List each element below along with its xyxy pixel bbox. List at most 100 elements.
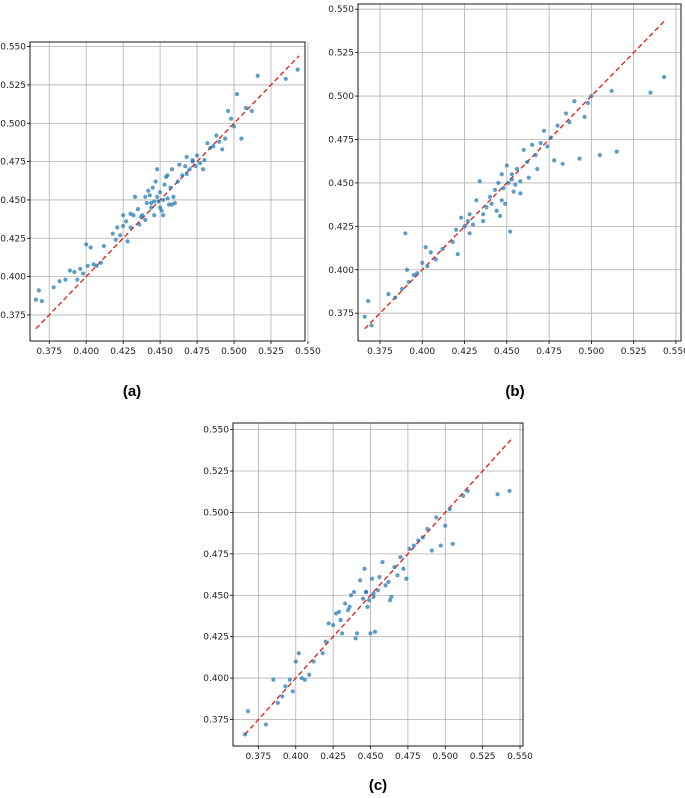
scatter-point [383, 583, 388, 588]
scatter-point [387, 598, 393, 603]
scatter-point [465, 488, 470, 494]
scatter-point [484, 205, 489, 210]
scatter-point [443, 523, 448, 528]
scatter-point [415, 271, 420, 276]
y-tick-label: 0.400 [328, 266, 354, 276]
scatter-point [85, 263, 90, 268]
scatter-point [243, 105, 248, 111]
scatter-point [149, 200, 154, 206]
scatter-point [368, 631, 373, 636]
scatter-point [158, 190, 163, 195]
scatter-point [450, 541, 455, 547]
scatter-point [239, 136, 244, 141]
scatter-point [115, 225, 120, 230]
scatter-point [347, 604, 352, 609]
scatter-point [362, 314, 367, 319]
scatter-point [311, 659, 316, 664]
scatter-point [187, 167, 192, 172]
x-tick-label: 0.375 [36, 347, 62, 357]
scatter-point [307, 672, 312, 677]
panel-label-a: (a) [123, 383, 141, 400]
scatter-point [380, 560, 385, 565]
scatter-point [503, 201, 508, 206]
y-tick-label: 0.525 [328, 49, 354, 59]
scatter-point [340, 631, 345, 636]
scatter-point [94, 263, 99, 268]
scatter-point [36, 288, 41, 293]
scatter-point [530, 142, 535, 147]
scatter-point [160, 197, 166, 203]
scatter-point [403, 231, 408, 236]
scatter-point [162, 182, 167, 187]
scatter-point [492, 187, 498, 192]
scatter-point [407, 546, 412, 551]
scatter-point [169, 202, 175, 207]
scatter-point [149, 205, 154, 210]
scatter-point [487, 194, 493, 199]
x-tick-label: 0.475 [184, 347, 210, 357]
y-tick-label: 0.525 [203, 467, 229, 477]
scatter-point [152, 213, 157, 218]
scatter-point [514, 166, 520, 172]
scatter-point [518, 179, 523, 184]
scatter-point [326, 621, 331, 626]
y-tick-label: 0.375 [328, 309, 354, 319]
scatter-point [296, 651, 301, 656]
y-tick-label: 0.475 [0, 158, 26, 168]
x-tick-label: 0.425 [320, 752, 346, 762]
scatter-point [280, 694, 285, 699]
scatter-point [513, 182, 518, 187]
scatter-point [538, 140, 543, 146]
scatter-point [440, 246, 445, 252]
y-tick-label: 0.500 [0, 119, 26, 129]
scatter-point [365, 604, 370, 609]
scatter-point [337, 609, 342, 614]
scatter-point [392, 565, 397, 570]
scatter-point [425, 264, 430, 269]
y-tick-label: 0.425 [0, 234, 26, 244]
scatter-point [548, 135, 553, 140]
scatter-point [447, 507, 452, 512]
scatter-point [582, 114, 587, 120]
scatter-point [135, 207, 141, 212]
scatter-point [386, 579, 391, 585]
scatter-point [57, 279, 62, 284]
scatter-point [121, 223, 126, 229]
scatter-point [552, 158, 557, 163]
scatter-point [158, 205, 163, 210]
y-tick-label: 0.450 [203, 591, 229, 601]
panel-label-c: (c) [369, 777, 387, 794]
scatter-point [194, 153, 200, 158]
plot-frame [29, 41, 306, 342]
scatter-point [331, 622, 336, 628]
panel-label-b: (b) [505, 383, 524, 400]
scatter-point [398, 555, 403, 560]
scatter-point [143, 217, 148, 222]
scatter-point [525, 159, 530, 165]
y-tick-label: 0.525 [0, 81, 26, 91]
scatter-point [353, 636, 358, 641]
scatter-point [200, 167, 206, 172]
scatter-point [470, 222, 476, 227]
scatter-point [217, 139, 222, 144]
y-tick-label: 0.500 [203, 508, 229, 518]
scatter-point [121, 213, 126, 218]
scatter-point [180, 173, 185, 178]
scatter-point [39, 299, 44, 304]
y-tick-label: 0.500 [328, 92, 354, 102]
scatter-point [245, 709, 251, 714]
scatter-point [465, 219, 471, 224]
scatter-point [541, 128, 547, 133]
scatter-point [169, 167, 175, 172]
scatter-point [423, 245, 428, 250]
scatter-point [290, 689, 295, 694]
scatter-point [585, 100, 591, 106]
scatter-point [499, 198, 504, 203]
scatter-point [504, 163, 509, 168]
scatter-point [501, 186, 506, 191]
scatter-point [497, 213, 503, 219]
scatter-point [597, 153, 602, 158]
x-tick-label: 0.500 [221, 347, 247, 357]
scatter-point [433, 257, 438, 262]
